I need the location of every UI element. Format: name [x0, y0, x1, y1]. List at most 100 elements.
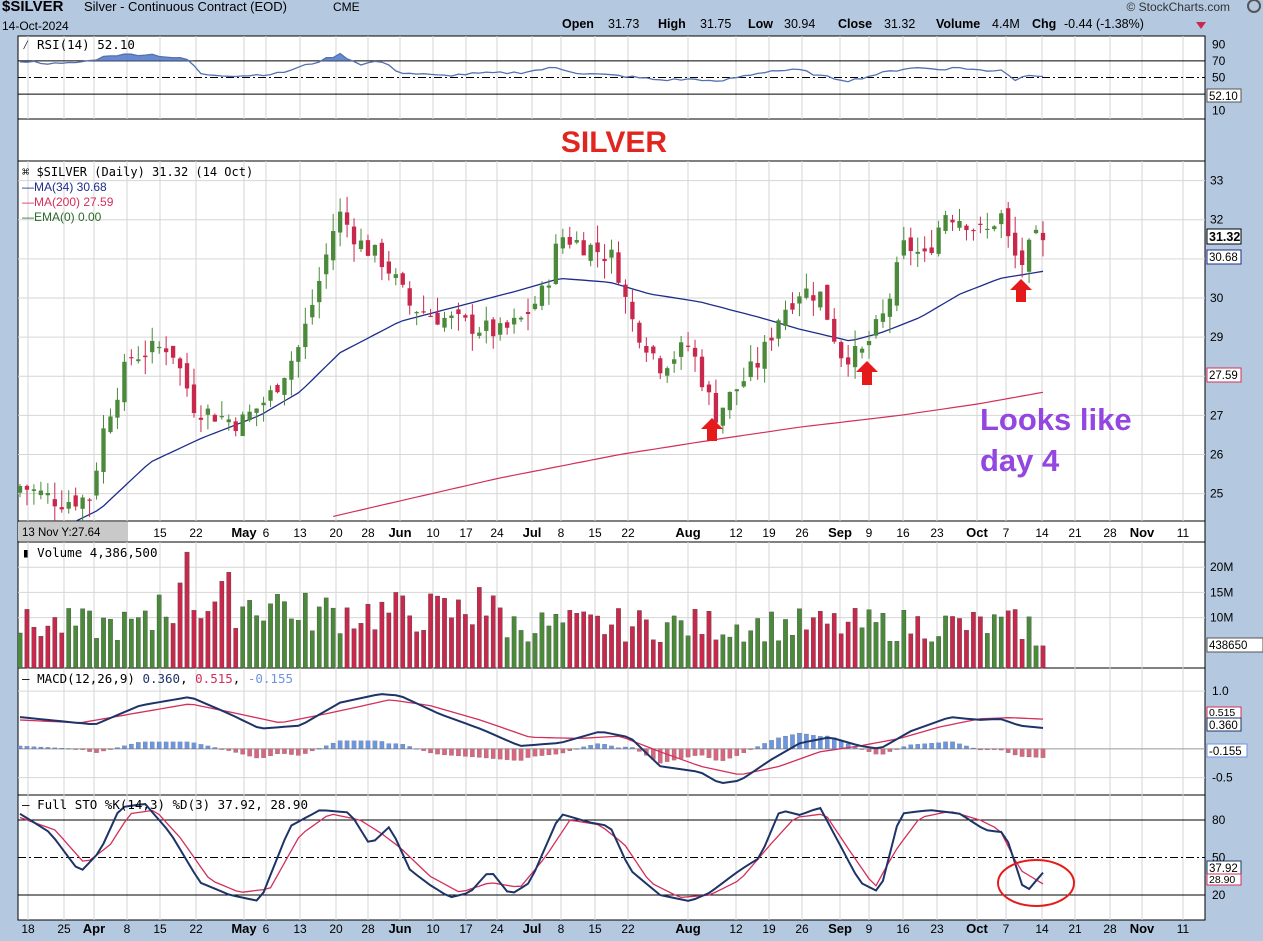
volume-bar — [59, 632, 65, 668]
settings-icon[interactable] — [1247, 0, 1261, 13]
volume-bar — [309, 630, 315, 668]
date-tick-label: Jul — [523, 921, 542, 936]
volume-bar — [637, 610, 642, 668]
volume-label: Volume — [936, 17, 980, 31]
candle-body — [720, 407, 726, 426]
macd-histogram-bar — [859, 748, 865, 750]
macd-legend: — MACD(12,26,9) 0.360, 0.515, -0.155 — [22, 671, 293, 686]
date-tick-label: 6 — [263, 526, 270, 540]
volume-bar — [602, 634, 607, 668]
volume-bar — [1040, 645, 1046, 668]
macd-histogram-bar — [115, 747, 120, 749]
volume-bar — [581, 611, 587, 668]
macd-histogram-bar — [170, 741, 176, 749]
macd-histogram-bar — [894, 748, 900, 750]
title-strip — [17, 118, 1206, 162]
volume-bar — [18, 632, 23, 668]
candle-body — [365, 240, 371, 256]
volume-bar — [588, 614, 593, 668]
volume-bar — [985, 633, 990, 668]
macd-histogram-bar — [261, 748, 266, 758]
date-tick-label: 14 — [1035, 922, 1049, 936]
date-tick-label: 15 — [153, 922, 167, 936]
volume-value: 4.4M — [992, 17, 1020, 31]
macd-histogram-bar — [518, 748, 524, 761]
volume-bar — [156, 594, 162, 668]
candle-body — [790, 303, 795, 310]
macd-histogram-bar — [1005, 748, 1011, 753]
volume-bar — [790, 635, 795, 668]
volume-bar — [219, 581, 225, 668]
volume-badge-text: 438650 — [1209, 640, 1247, 652]
candle-body — [122, 361, 127, 403]
ma34-legend: —MA(34) 30.68 — [22, 180, 107, 194]
macd-histogram-bar — [435, 748, 440, 755]
macd-histogram-bar — [226, 748, 232, 751]
candle-body — [470, 314, 475, 334]
volume-bar — [52, 617, 58, 668]
candle-body — [491, 319, 496, 337]
macd-histogram-bar — [880, 748, 886, 755]
macd-histogram-bar — [783, 735, 788, 749]
volume-bar — [149, 630, 155, 668]
volume-bar — [755, 618, 760, 668]
date-tick-label: 16 — [896, 526, 910, 540]
volume-bar — [470, 624, 475, 668]
volume-badge — [1206, 637, 1263, 653]
macd-line — [19, 693, 1044, 785]
macd-badge — [1206, 717, 1242, 732]
macd-histogram-bar — [992, 748, 997, 750]
candle-body — [73, 495, 78, 507]
volume-bar — [87, 610, 92, 668]
price-tick-label: 32 — [1210, 213, 1224, 227]
candle-body — [1019, 250, 1025, 266]
macd-histogram-bar — [964, 745, 969, 749]
volume-bar — [998, 616, 1004, 668]
macd-histogram-bar — [442, 748, 447, 756]
candle-body — [24, 485, 30, 490]
candle-body — [219, 416, 224, 418]
candle-body — [574, 240, 579, 243]
candle-body — [797, 296, 802, 304]
date-tick-label: 16 — [896, 922, 910, 936]
volume-bar — [435, 595, 440, 668]
candle-body — [275, 384, 280, 393]
close-badge — [1206, 228, 1242, 245]
rsi-legend: ⁄ RSI(14) 52.10 — [22, 37, 135, 52]
candle-body — [699, 356, 705, 388]
macd-histogram-bar — [685, 748, 691, 758]
candle-body — [428, 315, 433, 318]
rsi-tick-label: 50 — [1212, 71, 1226, 85]
macd-histogram-bar — [1012, 748, 1018, 756]
volume-bar — [80, 608, 85, 668]
volume-bar — [407, 615, 413, 668]
candle-body — [52, 499, 57, 507]
macd-histogram-bar — [268, 748, 273, 756]
candle-body — [449, 315, 454, 319]
macd-histogram-bar — [532, 748, 538, 757]
volume-bar — [268, 603, 273, 668]
macd-histogram-bar — [45, 747, 51, 749]
volume-tick-label: 10M — [1210, 611, 1233, 625]
rsi-value-badge — [1206, 88, 1242, 103]
bottom-date-axis: 18 25 Apr 8 15 22 May 6 13 20 28 Jun 10 17 24 Jul 8 15 22 A… — [21, 921, 1189, 936]
volume-bar — [421, 630, 426, 668]
candle-body — [546, 285, 552, 288]
candle-body — [804, 288, 809, 298]
price-tick-label: 27 — [1210, 408, 1224, 422]
macd-histogram-bar — [316, 748, 322, 750]
macd-tick-label: 1.0 — [1212, 684, 1229, 698]
candle-body — [811, 295, 816, 301]
macd-histogram-bar — [818, 736, 823, 749]
ema-legend: —EMA(0) 0.00 — [22, 210, 102, 224]
macd-histogram-bar — [811, 735, 816, 749]
macd-histogram-bar — [539, 748, 545, 756]
macd-histogram-bar — [393, 743, 399, 749]
ma200-legend: —MA(200) 27.59 — [22, 195, 114, 209]
candle-body — [212, 414, 218, 422]
candle-body — [414, 312, 419, 314]
candle-body — [866, 341, 872, 346]
volume-bar — [553, 614, 559, 668]
volume-bar — [38, 636, 44, 668]
macd-signal-badge-text: 0.515 — [1209, 707, 1235, 719]
